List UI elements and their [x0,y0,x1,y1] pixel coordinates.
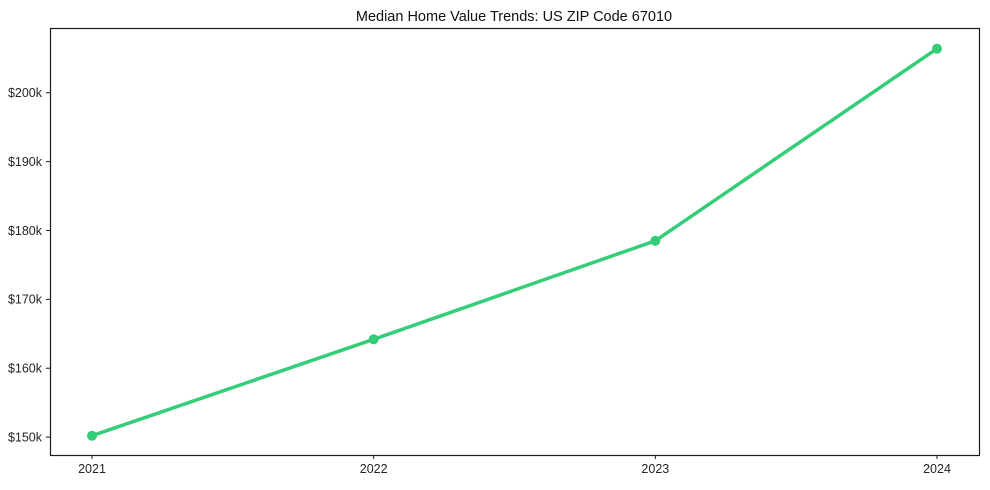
y-tick-label: $180k [8,224,43,238]
data-point-marker [368,334,379,345]
chart-title: Median Home Value Trends: US ZIP Code 67… [356,9,672,25]
line-series [90,46,939,438]
data-point-marker [650,235,661,246]
x-tick-label: 2024 [923,462,951,476]
x-tick-label: 2023 [641,462,669,476]
data-point-marker [87,430,97,441]
y-tick-label: $160k [8,362,43,376]
plot-area: $150k $160k $170k $180k $190k $200k 2021 2022 20… [8,27,981,476]
x-tick-label: 2022 [360,462,388,476]
x-tick-label: 2021 [78,462,106,476]
y-tick-label: $200k [8,86,43,100]
y-tick-label: $190k [8,155,43,169]
axes-frame [49,27,981,457]
y-tick-label: $150k [8,430,43,444]
y-tick-label: $170k [8,293,43,307]
data-point-marker [932,43,942,54]
